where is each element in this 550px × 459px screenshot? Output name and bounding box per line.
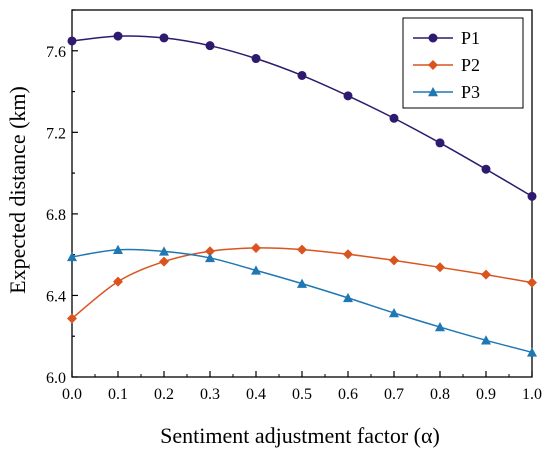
data-point-p3	[343, 292, 353, 303]
data-point-p2	[251, 242, 261, 253]
data-point-p3	[435, 322, 445, 332]
y-axis-title: Expected distance (km)	[5, 86, 30, 294]
x-tick-label: 0.7	[384, 386, 404, 403]
data-point-p2	[527, 277, 537, 288]
data-point-p2	[343, 249, 353, 260]
legend-marker	[428, 87, 438, 97]
data-point-p1	[67, 36, 77, 46]
legend-marker	[428, 60, 438, 70]
data-point-p1	[297, 70, 307, 80]
data-point-p2	[481, 269, 491, 280]
data-point-p3	[67, 251, 77, 262]
series-line-p3	[71, 248, 533, 354]
data-point-p2	[67, 313, 77, 324]
data-point-p3	[297, 278, 307, 288]
x-tick-label: 0.9	[476, 386, 496, 403]
legend-item-p2: P2	[413, 55, 480, 75]
legend-item-p1: P1	[413, 28, 480, 48]
data-point-p1	[205, 41, 215, 51]
legend-marker	[428, 33, 438, 43]
legend-label: P3	[461, 82, 480, 102]
legend-item-p3: P3	[413, 82, 480, 102]
data-point-p1	[481, 164, 491, 174]
legend-label: P1	[461, 28, 480, 48]
y-tick-label: 7.2	[46, 125, 66, 142]
data-point-p3	[113, 244, 123, 255]
data-point-p1	[389, 113, 399, 123]
data-point-p1	[251, 54, 261, 64]
data-point-p3	[159, 246, 169, 256]
data-point-p1	[527, 191, 537, 201]
data-point-p3	[527, 347, 537, 357]
series-p2	[67, 242, 537, 324]
x-tick-label: 0.4	[246, 386, 266, 403]
x-axis-title: Sentiment adjustment factor (α)	[160, 423, 440, 448]
x-tick-label: 0.8	[430, 386, 450, 403]
x-tick-label: 0.2	[154, 386, 174, 403]
data-point-p3	[481, 335, 491, 345]
series-p3	[67, 244, 537, 357]
data-point-p2	[113, 276, 123, 287]
data-point-p2	[205, 246, 215, 257]
y-tick-label: 7.6	[46, 44, 66, 61]
data-point-p1	[343, 91, 353, 101]
data-point-p1	[435, 138, 445, 148]
data-point-p3	[251, 265, 261, 275]
data-point-p2	[435, 262, 445, 273]
x-tick-label: 0.1	[108, 386, 128, 403]
x-tick-label: 0.0	[62, 386, 82, 403]
data-point-p2	[297, 244, 307, 255]
x-tick-label: 1.0	[522, 386, 542, 403]
y-tick-label: 6.8	[46, 207, 66, 224]
data-point-p3	[205, 252, 215, 263]
data-point-p1	[159, 33, 169, 43]
legend-box	[402, 17, 524, 109]
x-tick-label: 0.3	[200, 386, 220, 403]
x-tick-label: 0.6	[338, 386, 358, 403]
legend: P1 P2 P3	[402, 17, 524, 109]
legend-label: P2	[461, 55, 480, 75]
series-p1	[67, 31, 537, 201]
x-tick-label: 0.5	[292, 386, 312, 403]
data-point-p3	[389, 307, 399, 318]
data-point-p1	[113, 31, 123, 41]
data-point-p2	[159, 256, 169, 267]
y-tick-label: 6.4	[46, 288, 66, 305]
y-tick-label: 6.0	[46, 370, 66, 387]
data-point-p2	[389, 255, 399, 266]
